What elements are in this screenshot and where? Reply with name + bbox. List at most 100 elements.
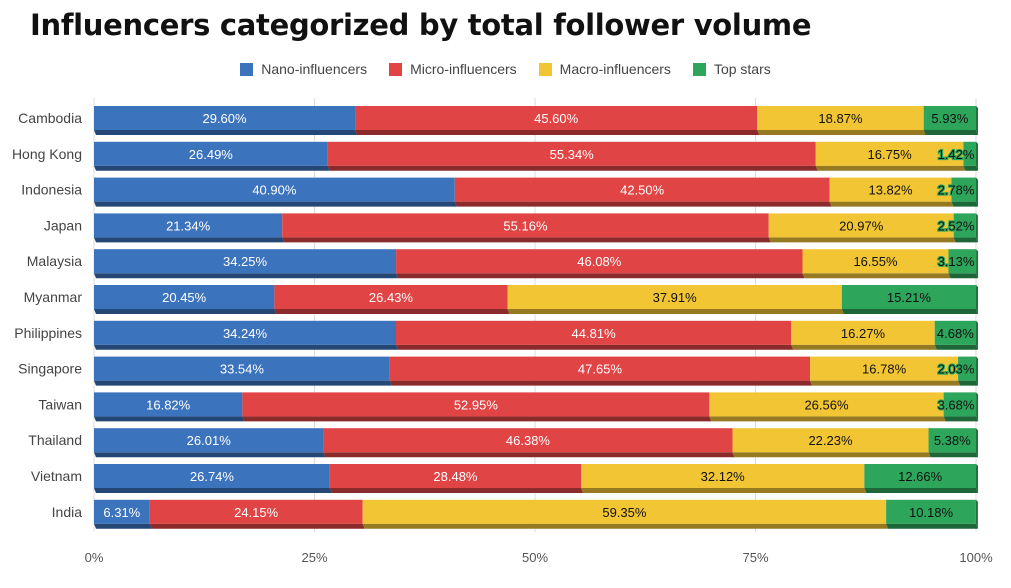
bar-segment-depth (810, 380, 961, 386)
bar-segment-depth (149, 523, 365, 529)
bar-segment-depth (928, 452, 978, 458)
data-label: 26.74% (190, 469, 235, 484)
data-label: 34.24% (223, 326, 268, 341)
bar-segment (802, 249, 949, 274)
bar-segment-depth (389, 380, 813, 386)
category-label: Vietnam (31, 468, 82, 484)
data-label: 16.27% (841, 326, 886, 341)
bar-segment (768, 213, 954, 238)
data-label: 33.54% (220, 362, 265, 377)
bar-segment-depth (454, 201, 832, 207)
data-label: 52.95% (454, 397, 499, 412)
bar-segment-depth (581, 488, 867, 493)
bar-segment-depth (802, 273, 951, 279)
data-label: 16.75% (868, 147, 913, 162)
data-label: 5.93% (931, 111, 968, 126)
data-label: 16.82% (146, 397, 191, 412)
data-label: 55.16% (503, 218, 548, 233)
bar-segment (362, 499, 887, 524)
bar-segment-depth (355, 130, 760, 135)
bar-segment-depth (958, 380, 978, 386)
bar-segment (948, 249, 977, 274)
legend-label: Nano-influencers (261, 61, 368, 77)
category-label: Myanmar (24, 289, 83, 305)
bar-segment (810, 356, 959, 381)
bar-segment-side (976, 392, 979, 422)
x-tick-label: 100% (959, 550, 993, 565)
bar-segment (94, 106, 356, 130)
bar-segment (282, 213, 769, 238)
category-label: India (52, 504, 83, 520)
bar-segment-depth (242, 416, 712, 422)
bar-segment (94, 499, 150, 524)
data-label: 47.65% (578, 362, 623, 377)
data-label: 12.66% (898, 469, 943, 484)
data-label: 55.34% (550, 147, 595, 162)
data-label: 2.78% (938, 183, 975, 198)
bar-segment-depth (951, 201, 978, 207)
legend-swatch (538, 62, 552, 76)
bar-segment-depth (963, 165, 978, 171)
data-label: 20.45% (162, 290, 207, 305)
data-label: 26.01% (187, 433, 232, 448)
bar-segment (791, 320, 935, 345)
bar-segment (953, 213, 976, 238)
x-tick-label: 25% (301, 550, 327, 565)
data-label: 2.52% (938, 218, 975, 233)
data-label: 22.23% (808, 433, 853, 448)
bar-segment (274, 285, 508, 309)
bar-segment (327, 141, 816, 166)
data-label: 16.78% (862, 362, 907, 377)
bar-segment-depth (94, 488, 332, 493)
legend-item: Micro-influencers (389, 61, 517, 77)
bar-segment (943, 392, 977, 417)
bar-segment (732, 428, 929, 453)
bar-segment (958, 356, 976, 381)
data-label: 1.42% (938, 147, 975, 162)
bar-segment (94, 464, 330, 488)
data-label: 40.90% (252, 183, 297, 198)
bar-segment (323, 428, 733, 453)
data-label: 6.31% (103, 505, 140, 520)
bar-segment-depth (757, 130, 926, 135)
bar-segment-side (975, 499, 978, 529)
bar-segment-side (976, 356, 978, 386)
legend-swatch (240, 62, 254, 76)
bar-segment (355, 106, 758, 130)
legend-label: Micro-influencers (410, 61, 517, 77)
bar-segment (242, 392, 710, 417)
bar-segment-depth (768, 237, 956, 243)
bar-segment (507, 285, 842, 309)
legend-label: Macro-influencers (559, 61, 671, 77)
legend-item: Top stars (692, 61, 771, 77)
category-label: Hong Kong (12, 146, 82, 162)
bar-segment-side (976, 428, 978, 458)
bar-segment-depth (948, 273, 979, 279)
x-tick-label: 0% (85, 550, 104, 565)
data-label: 26.43% (369, 290, 414, 305)
bar-segment-depth (953, 237, 978, 243)
bar-segment-depth (934, 344, 978, 350)
bar-segment (94, 285, 275, 309)
bar-segment (94, 428, 324, 453)
bar-segment-depth (507, 309, 844, 314)
bar-segment-depth (94, 201, 457, 207)
category-label: Malaysia (27, 253, 82, 269)
data-label: 37.91% (653, 290, 698, 305)
data-label: 2.03% (938, 362, 975, 377)
bar-segment (149, 499, 363, 524)
category-label: Japan (44, 217, 82, 233)
bar-segment (94, 320, 396, 345)
bar-segment-depth (94, 273, 399, 279)
data-label: 16.55% (853, 254, 898, 269)
category-label: Taiwan (38, 396, 82, 412)
bar-segment-depth (94, 237, 285, 243)
bar-segment-depth (274, 309, 510, 314)
legend-swatch (389, 62, 403, 76)
bar-segment-depth (943, 416, 979, 422)
data-label: 18.87% (818, 111, 863, 126)
bar-segment-depth (327, 165, 818, 171)
bar-segment-depth (864, 488, 978, 493)
chart-title: Influencers categorized by total followe… (30, 8, 812, 42)
category-label: Thailand (28, 432, 82, 448)
